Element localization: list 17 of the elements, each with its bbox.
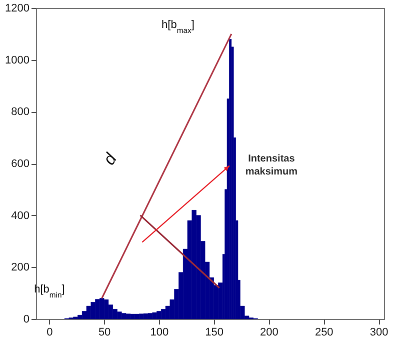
y-tick-label: 1200 <box>5 2 30 14</box>
y-tick-label: 0 <box>23 314 30 326</box>
annotation: d <box>99 150 121 168</box>
x-tick-label: 150 <box>205 326 224 338</box>
annotation: h[b$_{max}$] <box>162 18 194 34</box>
x-tick-label: 250 <box>314 326 334 338</box>
y-tick-label: 200 <box>11 262 30 274</box>
x-tick-label: 50 <box>98 326 111 338</box>
x-tick-label: 300 <box>370 326 388 338</box>
y-tick-label: 400 <box>11 210 30 222</box>
x-tick-label: 100 <box>150 326 169 338</box>
annotation: Intensitas maksimum <box>245 154 298 178</box>
y-tick-label: 1000 <box>5 54 30 66</box>
y-tick-label: 800 <box>11 106 30 118</box>
x-tick-label: 200 <box>260 326 278 338</box>
x-tick-label: 0 <box>46 326 53 338</box>
y-tick-label: 600 <box>11 158 30 170</box>
